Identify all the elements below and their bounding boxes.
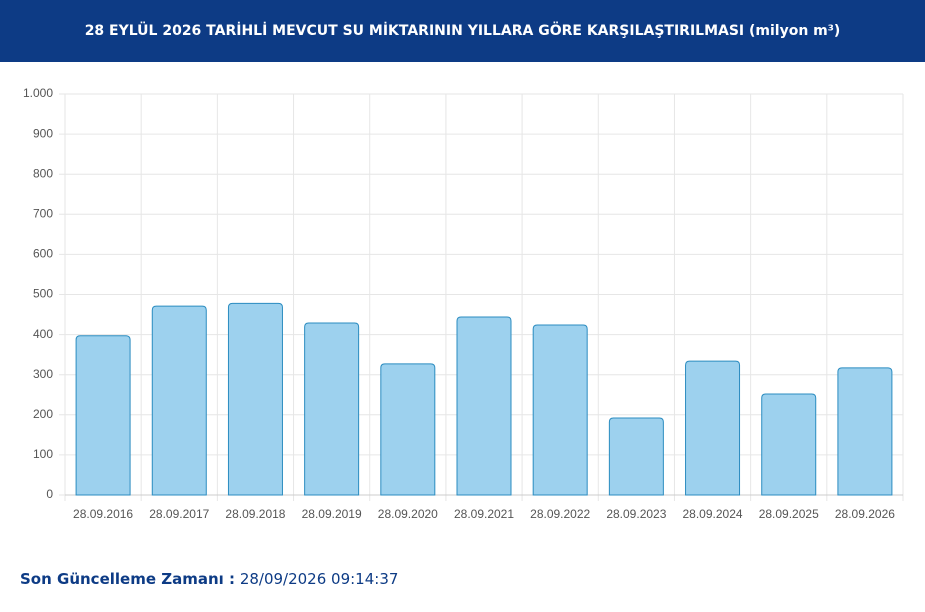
x-tick-label: 28.09.2026 <box>835 507 895 521</box>
y-tick-label: 500 <box>33 287 53 301</box>
x-tick-label: 28.09.2023 <box>606 507 666 521</box>
bar <box>151 305 207 496</box>
y-tick-label: 900 <box>33 126 53 140</box>
bar <box>227 302 283 496</box>
x-tick-label: 28.09.2020 <box>378 507 438 521</box>
x-tick-label: 28.09.2017 <box>149 507 209 521</box>
y-tick-label: 100 <box>33 447 53 461</box>
bar <box>456 316 512 496</box>
y-tick-label: 400 <box>33 327 53 341</box>
footer-label: Son Güncelleme Zamanı : <box>20 570 236 588</box>
bar <box>532 324 588 496</box>
x-tick-label: 28.09.2018 <box>225 507 285 521</box>
bar <box>75 335 131 496</box>
y-tick-label: 0 <box>46 487 53 501</box>
footer: Son Güncelleme Zamanı : 28/09/2026 09:14… <box>20 570 398 588</box>
y-tick-label: 300 <box>33 367 53 381</box>
footer-value: 28/09/2026 09:14:37 <box>239 570 399 588</box>
x-tick-label: 28.09.2021 <box>454 507 514 521</box>
y-tick-label: 200 <box>33 407 53 421</box>
x-tick-label: 28.09.2016 <box>73 507 133 521</box>
chart-title: 28 EYLÜL 2026 TARİHLİ MEVCUT SU MİKTARIN… <box>0 0 925 62</box>
bar <box>685 360 741 496</box>
y-tick-label: 1.000 <box>23 86 53 100</box>
y-tick-label: 600 <box>33 247 53 261</box>
y-tick-label: 700 <box>33 206 53 220</box>
bar <box>380 363 436 496</box>
chart: 0 100 200 300 400 500 600 700 800 900 1.000 28.09.2… <box>23 86 904 521</box>
y-tick-label: 800 <box>33 166 53 180</box>
bar <box>304 322 360 496</box>
bar <box>837 367 893 496</box>
x-tick-label: 28.09.2022 <box>530 507 590 521</box>
x-tick-label: 28.09.2025 <box>759 507 819 521</box>
bar <box>761 393 817 496</box>
bar <box>608 417 664 496</box>
x-tick-label: 28.09.2024 <box>683 507 743 521</box>
x-tick-label: 28.09.2019 <box>302 507 362 521</box>
